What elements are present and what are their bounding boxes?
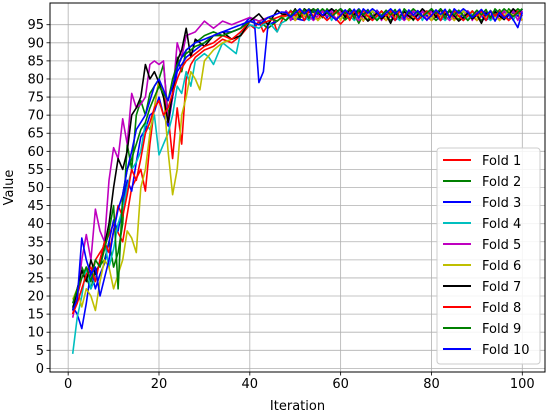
legend-label: Fold 1 — [482, 154, 521, 169]
ticks: 0 20 40 60 80 100 0 5 10 15 20 25 30 35 40 45 50 55 60 65 70… — [27, 18, 534, 392]
legend-label: Fold 8 — [482, 301, 521, 316]
x-tick-label: 40 — [242, 377, 259, 392]
legend-label: Fold 6 — [482, 259, 521, 274]
y-tick-label: 35 — [27, 235, 44, 250]
legend-label: Fold 10 — [482, 343, 530, 358]
legend-label: Fold 5 — [482, 238, 521, 253]
y-tick-label: 50 — [27, 181, 44, 196]
legend-label: Fold 7 — [482, 280, 521, 295]
legend-label: Fold 4 — [482, 217, 521, 232]
y-tick-label: 30 — [27, 253, 44, 268]
x-tick-label: 20 — [151, 377, 168, 392]
legend: Fold 1 Fold 2 Fold 3 Fold 4 Fold 5 Fold 6 Fold… — [436, 147, 541, 365]
y-tick-label: 95 — [27, 18, 44, 33]
y-axis-label: Value — [2, 170, 17, 206]
y-tick-label: 40 — [27, 217, 44, 232]
y-tick-label: 55 — [27, 163, 44, 178]
y-tick-label: 45 — [27, 199, 44, 214]
x-axis-label: Iteration — [270, 399, 325, 411]
y-tick-label: 60 — [27, 145, 44, 160]
x-tick-label: 100 — [510, 377, 535, 392]
y-tick-label: 65 — [27, 127, 44, 142]
y-tick-label: 75 — [27, 91, 44, 106]
x-tick-label: 0 — [64, 377, 72, 392]
legend-label: Fold 9 — [482, 322, 521, 337]
legend-label: Fold 3 — [482, 196, 521, 211]
y-tick-label: 15 — [27, 308, 44, 323]
y-tick-label: 20 — [27, 290, 44, 305]
y-tick-label: 0 — [36, 362, 44, 377]
legend-label: Fold 2 — [482, 175, 521, 190]
x-tick-label: 60 — [332, 377, 349, 392]
y-tick-label: 25 — [27, 271, 44, 286]
y-tick-label: 5 — [36, 344, 44, 359]
x-tick-label: 80 — [423, 377, 440, 392]
y-tick-label: 80 — [27, 72, 44, 87]
y-tick-label: 70 — [27, 109, 44, 124]
series-line-fold-10 — [71, 8, 524, 311]
y-tick-label: 10 — [27, 326, 44, 341]
y-tick-label: 90 — [27, 36, 44, 51]
y-tick-label: 85 — [27, 54, 44, 69]
series-lines — [71, 8, 524, 354]
